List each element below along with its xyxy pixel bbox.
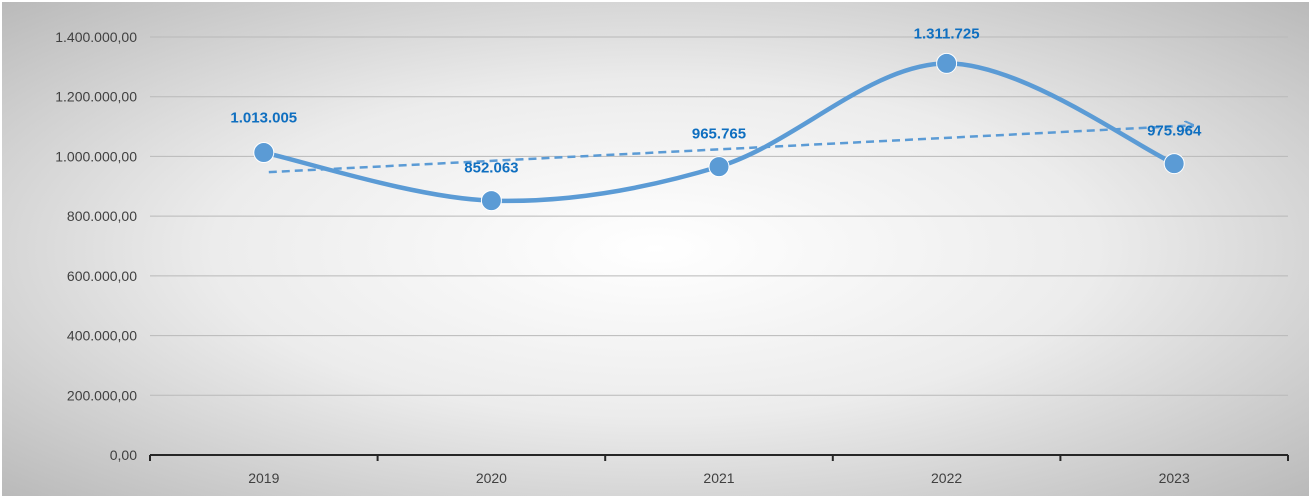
- y-tick-label: 200.000,00: [67, 387, 137, 403]
- y-tick-label: 0,00: [110, 447, 137, 463]
- data-label: 975.964: [1147, 123, 1202, 140]
- x-tick-label: 2019: [248, 470, 279, 486]
- x-tick-label: 2021: [703, 470, 734, 486]
- data-point: [253, 142, 275, 164]
- data-point: [480, 190, 502, 212]
- x-tick-label: 2020: [476, 470, 507, 486]
- series: [253, 52, 1185, 212]
- data-label: 852.063: [464, 160, 518, 177]
- x-tick-label: 2022: [931, 470, 962, 486]
- data-labels: 1.013.005 852.063 965.765 1.311.725 975.964: [230, 25, 1202, 176]
- data-point: [708, 156, 730, 178]
- axes: 0,00 200.000,00 400.000,00 600.000,00 800.00…: [55, 29, 1289, 486]
- x-tick-label: 2023: [1159, 470, 1190, 486]
- data-label: 1.013.005: [230, 110, 297, 127]
- y-tick-label: 1.400.000,00: [55, 29, 137, 45]
- y-tick-label: 800.000,00: [67, 208, 137, 224]
- y-tick-label: 1.000.000,00: [55, 148, 137, 164]
- chart-background: [2, 2, 1309, 496]
- data-label: 1.311.725: [914, 25, 980, 42]
- y-tick-label: 1.200.000,00: [55, 89, 137, 105]
- y-tick-label: 400.000,00: [67, 328, 137, 344]
- y-tick-label: 600.000,00: [67, 268, 137, 284]
- trendline: [268, 125, 1192, 174]
- data-point: [1163, 153, 1185, 175]
- data-point: [936, 52, 958, 74]
- trendline-path: [268, 125, 1192, 174]
- data-label: 965.765: [692, 126, 746, 143]
